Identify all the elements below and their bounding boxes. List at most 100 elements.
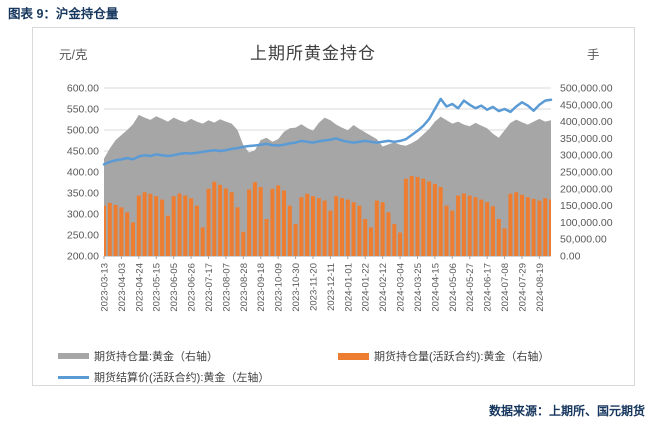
active-oi-bar <box>212 181 217 256</box>
active-oi-bar <box>363 219 368 256</box>
left-axis-tick-label: 550.00 <box>67 104 99 116</box>
x-axis-tick-label: 2024-01-01 <box>343 263 354 312</box>
active-oi-bar <box>252 182 257 256</box>
x-axis-tick-label: 2023-04-24 <box>134 263 145 312</box>
chart-title: 上期所黄金持仓 <box>250 44 376 63</box>
active-oi-bar <box>549 199 551 256</box>
active-oi-bar <box>456 195 461 256</box>
active-oi-bar <box>235 207 240 256</box>
active-oi-bar <box>508 193 513 256</box>
right-axis-tick-label: 150,000.00 <box>560 200 613 212</box>
active-oi-bar <box>461 193 466 256</box>
x-axis-tick-label: 2024-05-06 <box>448 263 459 312</box>
active-oi-bar <box>142 192 147 256</box>
right-axis-unit: 手 <box>587 48 600 62</box>
left-axis-tick-label: 250.00 <box>67 230 99 242</box>
legend-label-settle-price: 期货结算价(活跃合约):黄金（左轴） <box>94 372 270 384</box>
left-axis-tick-label: 500.00 <box>67 125 99 137</box>
active-oi-bar <box>229 192 234 256</box>
x-axis-tick-label: 2024-06-17 <box>483 263 494 312</box>
right-axis-tick-label: 250,000.00 <box>560 167 613 179</box>
x-axis-tick-label: 2024-07-29 <box>517 263 528 312</box>
active-oi-bar <box>136 195 141 256</box>
active-oi-bar <box>415 177 420 256</box>
active-oi-bar <box>194 205 199 256</box>
active-oi-bar <box>537 200 542 256</box>
x-axis-tick-label: 2023-08-07 <box>221 263 232 312</box>
active-oi-bar <box>177 193 182 256</box>
active-oi-bar <box>409 176 414 256</box>
active-oi-bar <box>154 196 159 256</box>
active-oi-bar <box>183 195 188 256</box>
x-axis-tick-label: 2023-11-20 <box>308 263 319 311</box>
x-axis-tick-label: 2024-03-25 <box>413 263 424 312</box>
active-oi-bar <box>427 181 432 256</box>
active-oi-bar <box>328 210 333 256</box>
active-oi-bar <box>107 202 112 256</box>
left-axis-tick-label: 300.00 <box>67 209 99 221</box>
active-oi-bar <box>206 188 211 256</box>
active-oi-bar <box>322 200 327 256</box>
active-oi-bar <box>293 224 298 256</box>
active-oi-bar <box>125 212 130 256</box>
active-oi-bar <box>131 222 135 256</box>
right-axis-tick-label: 450,000.00 <box>560 99 613 111</box>
right-axis-tick-label: 100,000.00 <box>560 217 613 229</box>
active-oi-bar <box>502 228 507 256</box>
figure-caption: 图表 9：沪金持仓量 <box>8 7 119 21</box>
right-axis-tick-label: 50,000.00 <box>560 234 607 246</box>
active-oi-bar <box>311 196 315 256</box>
active-oi-bar <box>287 205 292 256</box>
x-axis-tick-label: 2023-05-15 <box>152 263 163 312</box>
active-oi-bar <box>485 202 490 256</box>
bar-series-swatch <box>338 352 369 360</box>
active-oi-bar <box>450 210 455 256</box>
left-axis-tick-label: 400.00 <box>67 167 99 179</box>
active-oi-bar <box>386 212 391 256</box>
active-oi-bar <box>438 187 443 256</box>
x-axis-tick-label: 2024-05-27 <box>465 263 476 312</box>
active-oi-bar <box>113 204 118 256</box>
active-oi-bar <box>282 190 286 256</box>
x-axis-tick-label: 2023-09-18 <box>256 263 267 312</box>
left-axis-tick-label: 450.00 <box>67 146 99 158</box>
x-axis-tick-label: 2023-08-28 <box>239 263 250 312</box>
x-axis-tick-label: 2023-10-09 <box>274 263 285 312</box>
active-oi-bar <box>104 205 106 256</box>
x-axis-tick-label: 2023-10-30 <box>291 263 302 312</box>
right-axis-tick-label: 300,000.00 <box>560 150 613 162</box>
x-axis-tick-label: 2023-03-13 <box>100 263 111 312</box>
chart-container: 元/克 上期所黄金持仓 手 600.00 550.00 500.00 450.00 40… <box>32 27 635 386</box>
x-axis-tick-label: 2023-06-26 <box>187 263 198 312</box>
total-oi-area <box>104 114 551 257</box>
active-oi-bar <box>351 202 356 256</box>
active-oi-bar <box>444 205 449 256</box>
active-oi-bar <box>380 202 385 256</box>
active-oi-bar <box>357 205 362 256</box>
active-oi-bar <box>165 215 170 256</box>
x-axis-tick-label: 2024-02-12 <box>378 263 389 312</box>
legend-label-active-oi: 期货持仓量(活跃合约):黄金（右轴） <box>374 351 550 363</box>
active-oi-bar <box>218 184 223 256</box>
right-axis-tick-label: 0.00 <box>560 251 581 263</box>
active-oi-bar <box>496 219 501 256</box>
right-axis-tick-label: 200,000.00 <box>560 183 613 195</box>
left-axis-tick-label: 600.00 <box>67 83 99 95</box>
active-oi-bar <box>316 198 321 256</box>
active-oi-bar <box>160 199 165 256</box>
active-oi-bar <box>467 195 472 256</box>
active-oi-bar <box>490 206 495 256</box>
active-oi-bar <box>148 193 153 256</box>
x-axis-tick-label: 2023-07-17 <box>204 263 215 312</box>
active-oi-bar <box>531 198 536 256</box>
legend-label-total-oi: 期货持仓量:黄金（右轴） <box>94 351 219 363</box>
x-axis-tick-label: 2024-03-04 <box>396 263 407 312</box>
area-series-swatch <box>58 353 89 359</box>
active-oi-bar <box>119 207 124 256</box>
active-oi-bar <box>189 198 194 256</box>
left-axis-tick-label: 350.00 <box>67 188 99 200</box>
active-oi-bar <box>200 227 205 256</box>
active-oi-bar <box>264 219 269 256</box>
active-oi-bar <box>520 194 524 256</box>
